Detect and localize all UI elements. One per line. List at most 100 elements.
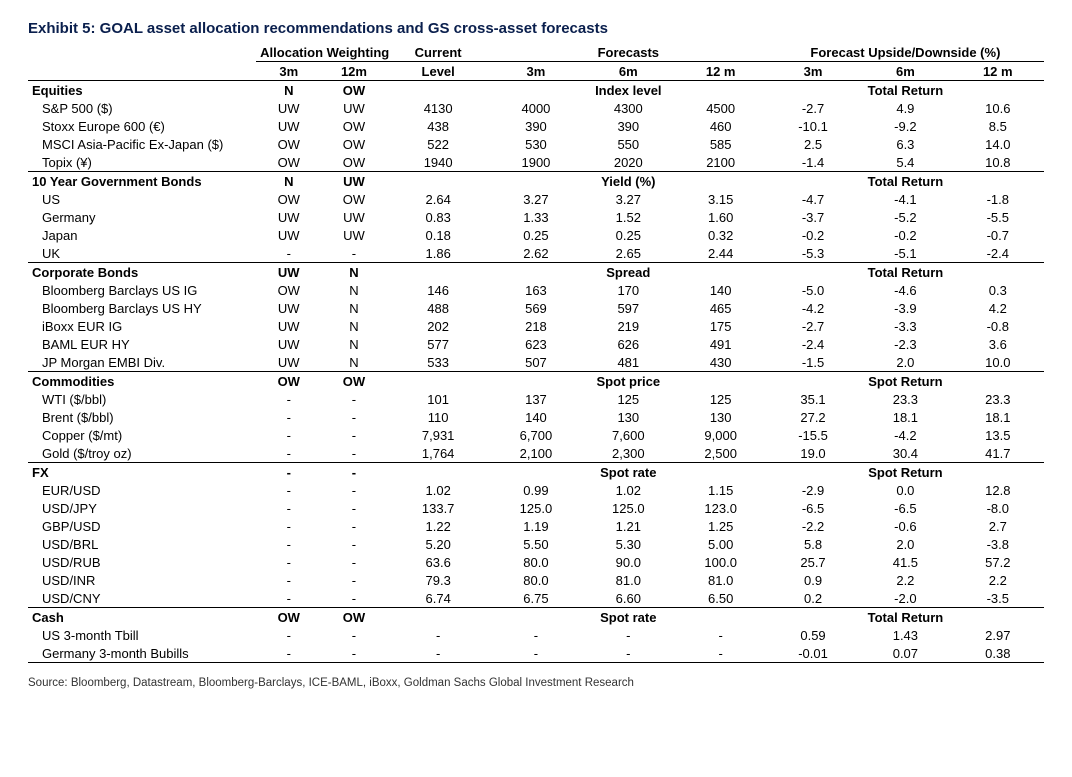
header-f6m: 6m — [582, 62, 674, 81]
row-name: JP Morgan EMBI Div. — [28, 353, 256, 372]
row-aw3m: - — [256, 444, 321, 463]
row-u3m: -0.01 — [767, 644, 859, 663]
section-cur — [387, 81, 490, 100]
header-aw12m: 12m — [321, 62, 386, 81]
section-aw12m: - — [321, 463, 386, 482]
row-u12m: -2.4 — [952, 244, 1044, 263]
row-u6m: 0.07 — [859, 644, 951, 663]
row-cur: 522 — [387, 135, 490, 153]
row-u12m: 8.5 — [952, 117, 1044, 135]
row-f3m: 80.0 — [490, 571, 582, 589]
section-aw3m: - — [256, 463, 321, 482]
section-cur — [387, 263, 490, 282]
table-row: UK--1.862.622.652.44-5.3-5.1-2.4 — [28, 244, 1044, 263]
row-u6m: -0.6 — [859, 517, 951, 535]
row-f12m: 123.0 — [674, 499, 766, 517]
exhibit-title: Exhibit 5: GOAL asset allocation recomme… — [28, 20, 1044, 37]
row-u6m: 5.4 — [859, 153, 951, 172]
row-f6m: 597 — [582, 299, 674, 317]
row-aw12m: UW — [321, 99, 386, 117]
row-u3m: -2.4 — [767, 335, 859, 353]
table-row: S&P 500 ($)UWUW4130400043004500-2.74.910… — [28, 99, 1044, 117]
row-u12m: 41.7 — [952, 444, 1044, 463]
row-aw3m: - — [256, 390, 321, 408]
row-aw3m: UW — [256, 299, 321, 317]
section-forecast-label: Index level — [490, 81, 767, 100]
row-aw12m: - — [321, 571, 386, 589]
row-u6m: 41.5 — [859, 553, 951, 571]
section-aw12m: OW — [321, 372, 386, 391]
row-aw3m: OW — [256, 135, 321, 153]
row-cur: 577 — [387, 335, 490, 353]
row-aw3m: - — [256, 644, 321, 663]
row-cur: 5.20 — [387, 535, 490, 553]
row-f3m: 125.0 — [490, 499, 582, 517]
header-updown: Forecast Upside/Downside (%) — [767, 43, 1044, 62]
table-row: USD/INR--79.380.081.081.00.92.22.2 — [28, 571, 1044, 589]
row-aw12m: N — [321, 281, 386, 299]
row-u6m: 18.1 — [859, 408, 951, 426]
section-aw3m: N — [256, 81, 321, 100]
table-row: Bloomberg Barclays US HYUWN488569597465-… — [28, 299, 1044, 317]
row-u12m: 18.1 — [952, 408, 1044, 426]
section-name: Cash — [28, 608, 256, 627]
section-row: CashOWOWSpot rateTotal Return — [28, 608, 1044, 627]
row-f3m: 623 — [490, 335, 582, 353]
row-name: GBP/USD — [28, 517, 256, 535]
row-u6m: 6.3 — [859, 135, 951, 153]
row-aw12m: OW — [321, 190, 386, 208]
row-f12m: 100.0 — [674, 553, 766, 571]
row-aw12m: - — [321, 553, 386, 571]
row-u3m: 27.2 — [767, 408, 859, 426]
row-f12m: 585 — [674, 135, 766, 153]
row-aw3m: UW — [256, 353, 321, 372]
section-return-label: Total Return — [767, 81, 1044, 100]
row-aw12m: - — [321, 390, 386, 408]
header-u3m: 3m — [767, 62, 859, 81]
row-cur: - — [387, 644, 490, 663]
row-u6m: 2.2 — [859, 571, 951, 589]
row-aw12m: OW — [321, 117, 386, 135]
row-f3m: 218 — [490, 317, 582, 335]
row-u6m: -2.0 — [859, 589, 951, 608]
row-f6m: - — [582, 626, 674, 644]
row-u3m: 19.0 — [767, 444, 859, 463]
row-u12m: 2.2 — [952, 571, 1044, 589]
row-u6m: -4.2 — [859, 426, 951, 444]
row-f6m: 125.0 — [582, 499, 674, 517]
row-aw3m: OW — [256, 153, 321, 172]
row-u12m: 14.0 — [952, 135, 1044, 153]
row-u3m: 25.7 — [767, 553, 859, 571]
row-f6m: 130 — [582, 408, 674, 426]
table-row: USD/BRL--5.205.505.305.005.82.0-3.8 — [28, 535, 1044, 553]
row-aw12m: - — [321, 444, 386, 463]
row-u3m: 5.8 — [767, 535, 859, 553]
row-f6m: 626 — [582, 335, 674, 353]
row-u12m: -8.0 — [952, 499, 1044, 517]
row-cur: 4130 — [387, 99, 490, 117]
row-u12m: -5.5 — [952, 208, 1044, 226]
row-f12m: 130 — [674, 408, 766, 426]
row-f6m: 90.0 — [582, 553, 674, 571]
section-aw12m: N — [321, 263, 386, 282]
table-row: USOWOW2.643.273.273.15-4.7-4.1-1.8 — [28, 190, 1044, 208]
row-f6m: 1.21 — [582, 517, 674, 535]
table-row: JP Morgan EMBI Div.UWN533507481430-1.52.… — [28, 353, 1044, 372]
row-aw12m: N — [321, 335, 386, 353]
row-u3m: -4.7 — [767, 190, 859, 208]
section-forecast-label: Spot price — [490, 372, 767, 391]
row-aw3m: - — [256, 589, 321, 608]
row-aw12m: - — [321, 499, 386, 517]
section-cur — [387, 372, 490, 391]
row-aw3m: OW — [256, 281, 321, 299]
section-forecast-label: Spot rate — [490, 463, 767, 482]
row-aw12m: - — [321, 426, 386, 444]
section-aw3m: OW — [256, 608, 321, 627]
row-f3m: 1.33 — [490, 208, 582, 226]
row-aw3m: UW — [256, 335, 321, 353]
row-f6m: 125 — [582, 390, 674, 408]
row-u12m: 4.2 — [952, 299, 1044, 317]
row-name: BAML EUR HY — [28, 335, 256, 353]
row-u3m: -1.5 — [767, 353, 859, 372]
row-f12m: 0.32 — [674, 226, 766, 244]
